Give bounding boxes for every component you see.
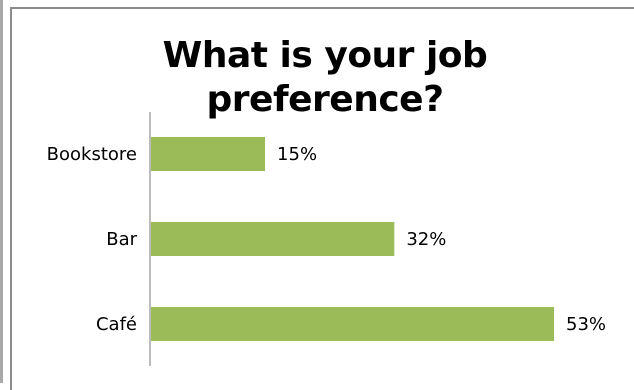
category-label-1: Bar: [106, 229, 137, 250]
bar-1: [151, 222, 395, 256]
value-label-2: 53%: [566, 314, 606, 335]
chart-frame: [10, 7, 634, 390]
category-label-2: Café: [96, 314, 137, 335]
chart-frame-edge: [0, 0, 3, 383]
category-label-0: Bookstore: [47, 144, 137, 165]
bar-0: [151, 137, 266, 171]
value-label-1: 32%: [406, 229, 446, 250]
bar-2: [151, 307, 554, 341]
value-label-0: 15%: [277, 144, 317, 165]
chart-title: What is your job preference?: [162, 35, 488, 120]
